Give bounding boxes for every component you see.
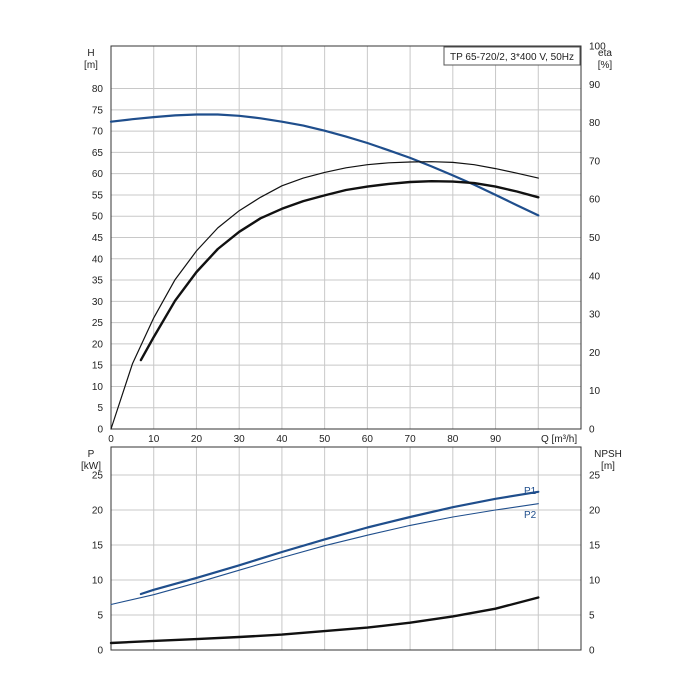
upper-right-tick-label: 0 xyxy=(589,425,595,436)
lower-right-tick-label: 20 xyxy=(589,506,601,517)
x-tick-label: 60 xyxy=(362,434,374,445)
upper-right-tick-label: 100 xyxy=(589,42,606,53)
upper-right-tick-label: 20 xyxy=(589,348,601,359)
upper-left-tick-label: 5 xyxy=(97,403,103,414)
upper-right-tick-label: 50 xyxy=(589,233,601,244)
lower-right-tick-label: 25 xyxy=(589,471,601,482)
lower-series-line-2 xyxy=(109,596,540,645)
lower-right-tick-label: 0 xyxy=(589,646,595,657)
lower-left-tick-label: 25 xyxy=(92,471,104,482)
upper-right-tick-label: 70 xyxy=(589,156,601,167)
upper-left-tick-label: 15 xyxy=(92,361,104,372)
series-label-p1: P1 xyxy=(524,486,537,497)
upper-left-tick-label: 60 xyxy=(92,169,104,180)
upper-left-tick-label: 75 xyxy=(92,105,104,116)
x-tick-label: 90 xyxy=(490,434,502,445)
lower-series-line-0 xyxy=(139,490,540,596)
upper-left-tick-label: 70 xyxy=(92,127,104,138)
lower-left-axis-unit: [kW] xyxy=(81,461,101,472)
title-box xyxy=(443,46,581,66)
chart-title: TP 65-720/2, 3*400 V, 50Hz xyxy=(450,52,574,63)
upper-plot-frame xyxy=(110,45,582,430)
upper-left-tick-label: 20 xyxy=(92,339,104,350)
upper-left-tick-label: 65 xyxy=(92,148,104,159)
lower-right-axis-label: NPSH xyxy=(594,449,622,460)
upper-right-tick-label: 80 xyxy=(589,118,601,129)
lower-right-axis-unit: [m] xyxy=(601,461,615,472)
lower-left-tick-label: 10 xyxy=(92,576,104,587)
lower-right-tick-label: 5 xyxy=(589,611,595,622)
upper-right-tick-label: 40 xyxy=(589,271,601,282)
upper-right-axis-unit: [%] xyxy=(598,60,613,71)
x-tick-label: 0 xyxy=(108,434,114,445)
upper-left-tick-label: 40 xyxy=(92,254,104,265)
lower-left-tick-label: 0 xyxy=(97,646,103,657)
lower-left-axis-label: P xyxy=(88,449,95,460)
upper-left-tick-label: 30 xyxy=(92,297,104,308)
upper-left-tick-label: 50 xyxy=(92,212,104,223)
lower-series xyxy=(109,490,540,645)
series-label-p2: P2 xyxy=(524,510,537,521)
upper-series-line-1 xyxy=(110,161,539,430)
upper-left-tick-label: 10 xyxy=(92,382,104,393)
x-axis-label: Q [m³/h] xyxy=(541,434,577,445)
upper-left-tick-label: 45 xyxy=(92,233,104,244)
lower-ticks: 0 5 10 15 20 25 0 5 10 15 20 25 xyxy=(92,471,601,657)
lower-left-tick-label: 5 xyxy=(97,611,103,622)
upper-left-tick-label: 35 xyxy=(92,276,104,287)
upper-right-tick-label: 10 xyxy=(589,386,601,397)
x-tick-label: 10 xyxy=(148,434,160,445)
x-tick-label: 50 xyxy=(319,434,331,445)
lower-right-tick-label: 10 xyxy=(589,576,601,587)
upper-left-axis-label: H xyxy=(87,48,94,59)
upper-left-axis-unit: [m] xyxy=(84,60,98,71)
upper-series xyxy=(109,113,540,430)
upper-right-tick-label: 60 xyxy=(589,195,601,206)
lower-left-tick-label: 15 xyxy=(92,541,104,552)
upper-right-tick-label: 30 xyxy=(589,310,601,321)
upper-left-tick-label: 55 xyxy=(92,190,104,201)
upper-ticks: 0 5 10 15 20 25 30 35 40 45 50 55 60 65 70 75 80 0 10 20 30 4… xyxy=(92,42,606,446)
x-tick-label: 70 xyxy=(405,434,417,445)
upper-left-tick-label: 80 xyxy=(92,84,104,95)
x-tick-label: 40 xyxy=(276,434,288,445)
upper-right-tick-label: 90 xyxy=(589,80,601,91)
upper-left-tick-label: 25 xyxy=(92,318,104,329)
upper-left-tick-label: 0 xyxy=(97,425,103,436)
x-tick-label: 20 xyxy=(191,434,203,445)
x-tick-label: 30 xyxy=(234,434,246,445)
lower-series-line-1 xyxy=(110,503,539,606)
lower-plot-frame xyxy=(110,446,582,651)
lower-left-tick-label: 20 xyxy=(92,506,104,517)
upper-grid xyxy=(111,46,581,429)
x-tick-label: 80 xyxy=(447,434,459,445)
lower-right-tick-label: 15 xyxy=(589,541,601,552)
upper-series-line-2 xyxy=(139,179,540,362)
upper-right-axis-label: eta xyxy=(598,48,612,59)
